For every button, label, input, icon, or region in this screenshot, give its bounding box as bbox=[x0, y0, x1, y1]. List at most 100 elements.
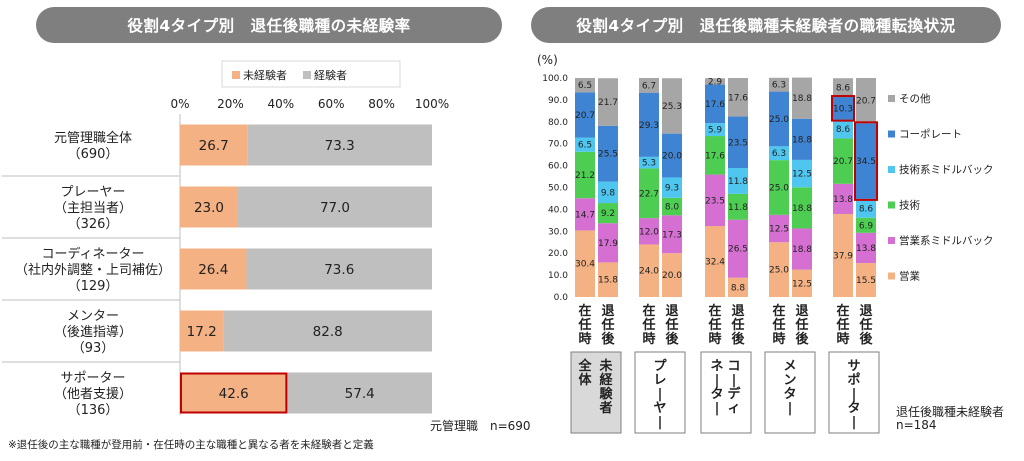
category-label: （他者支援） bbox=[54, 387, 132, 402]
group-label-4: サ bbox=[847, 359, 860, 374]
x-tick-label: 40% bbox=[267, 97, 294, 111]
y-tick-label: 90.0 bbox=[548, 96, 568, 106]
bar-value-label: 57.4 bbox=[345, 386, 375, 402]
column-コーポレート-0-0 bbox=[575, 92, 595, 138]
column-highlight-box bbox=[854, 121, 878, 201]
bar-経験者-2 bbox=[246, 248, 432, 290]
group-label-1: | bbox=[658, 415, 663, 430]
right-sample-note-line1: 退任後職種未経験者 bbox=[896, 405, 1005, 419]
left-chart-title: 役割4タイプ別 退任後職種の未経験率 bbox=[36, 7, 502, 43]
column-技術-2-1 bbox=[728, 193, 748, 220]
column-コーポレート-1-0 bbox=[639, 92, 659, 157]
y-tick-label: 20.0 bbox=[548, 249, 568, 259]
group-label-2: | bbox=[715, 373, 720, 388]
group-box-0 bbox=[570, 351, 622, 434]
bar-value-label: 26.4 bbox=[198, 262, 228, 278]
column-value-label: 20.7 bbox=[856, 97, 876, 107]
bar-label-1: 退 bbox=[859, 304, 872, 319]
bar-value-label: 23.0 bbox=[194, 200, 224, 216]
group-sublabel-0: 者 bbox=[598, 400, 612, 416]
bar-label-0: 任 bbox=[641, 317, 655, 333]
group-label-2: デ bbox=[727, 386, 741, 402]
column-技術-1-0 bbox=[639, 168, 659, 219]
x-tick-label: 20% bbox=[217, 97, 244, 111]
column-営業系ミドルバック-3-1 bbox=[792, 228, 812, 270]
bar-経験者-1 bbox=[237, 186, 432, 228]
column-コーポレート-2-0 bbox=[705, 84, 725, 124]
x-tick-label: 0% bbox=[170, 97, 189, 111]
column-その他-4-0 bbox=[833, 78, 853, 98]
column-value-label: 20.7 bbox=[575, 111, 595, 121]
group-label-3: メ bbox=[783, 359, 796, 374]
bar-label-0: 在 bbox=[708, 303, 721, 319]
column-営業-2-1 bbox=[728, 277, 748, 297]
column-コーポレート-2-1 bbox=[728, 116, 748, 169]
column-その他-3-0 bbox=[769, 77, 789, 92]
category-label: （93） bbox=[72, 341, 115, 356]
category-label: メンター bbox=[67, 309, 119, 324]
legend-swatch-0 bbox=[232, 71, 240, 79]
column-技術系ミドルバック-0-1 bbox=[598, 181, 618, 204]
column-value-label: 17.6 bbox=[705, 100, 725, 110]
legend-swatch bbox=[888, 130, 895, 138]
legend-swatch bbox=[888, 272, 895, 280]
group-label-2: コ bbox=[727, 359, 740, 374]
y-tick-label: 70.0 bbox=[548, 140, 568, 150]
bar-value-label: 77.0 bbox=[320, 200, 350, 216]
column-value-label: 8.6 bbox=[859, 204, 874, 214]
y-axis-unit-label: (%) bbox=[537, 53, 558, 67]
y-tick-label: 30.0 bbox=[548, 227, 568, 237]
left-stacked-bar-chart: 未経験者 経験者 0% 20% 40% 60% 80% 100% 元管理職全体（690） 26.7… bbox=[2, 60, 449, 418]
column-value-label: 32.4 bbox=[705, 258, 725, 268]
column-value-label: 20.7 bbox=[833, 157, 853, 167]
left-footnote: ※退任後の主な職種が登用前・在任時の主な職種と異なる者を未経験者と定義 bbox=[8, 439, 374, 451]
column-value-label: 17.6 bbox=[728, 93, 748, 103]
column-value-label: 30.4 bbox=[575, 260, 595, 270]
legend-swatch bbox=[888, 201, 895, 209]
category-label: プレーヤー bbox=[60, 185, 125, 200]
x-tick-label: 80% bbox=[368, 97, 395, 111]
column-value-label: 20.0 bbox=[662, 271, 682, 281]
group-label-1: レ bbox=[653, 373, 666, 388]
bar-value-label: 17.2 bbox=[187, 324, 217, 340]
group-box-3 bbox=[764, 351, 816, 434]
y-tick-label: 80.0 bbox=[548, 118, 568, 128]
column-営業-3-0 bbox=[769, 242, 789, 297]
column-営業-0-0 bbox=[575, 230, 595, 297]
y-tick-label: 60.0 bbox=[548, 162, 568, 172]
bar-value-label: 42.6 bbox=[219, 386, 249, 402]
column-営業系ミドルバック-4-0 bbox=[833, 183, 853, 214]
group-sublabel-0: 経 bbox=[599, 372, 613, 388]
column-value-label: 12.5 bbox=[769, 225, 789, 235]
column-value-label: 12.0 bbox=[639, 227, 659, 237]
column-技術-0-0 bbox=[575, 151, 595, 199]
column-営業-3-1 bbox=[792, 269, 812, 297]
legend-label: 技術系ミドルバック bbox=[899, 163, 994, 176]
column-value-label: 21.2 bbox=[575, 171, 595, 181]
bar-label-0: 任 bbox=[577, 317, 591, 333]
column-value-label: 6.5 bbox=[578, 141, 592, 151]
column-技術系ミドルバック-2-0 bbox=[705, 123, 725, 137]
category-label: コーディネーター bbox=[41, 246, 144, 262]
bar-label-0: 在 bbox=[772, 303, 785, 319]
column-value-label: 2.9 bbox=[708, 77, 723, 87]
bar-label-0: 任 bbox=[707, 317, 721, 333]
column-営業-4-1 bbox=[856, 263, 876, 297]
category-label: （主担当者） bbox=[54, 201, 132, 216]
column-コーポレート-4-1 bbox=[856, 123, 876, 199]
bar-未経験者-1 bbox=[180, 186, 238, 228]
column-技術-1-1 bbox=[662, 197, 682, 216]
column-value-label: 5.3 bbox=[642, 159, 656, 169]
legend-label-0: 未経験者 bbox=[243, 68, 287, 82]
column-value-label: 17.6 bbox=[705, 151, 725, 161]
column-技術系ミドルバック-4-0 bbox=[833, 119, 853, 139]
category-label: （136） bbox=[68, 403, 119, 418]
group-label-0: 全 bbox=[577, 358, 592, 374]
column-value-label: 13.8 bbox=[856, 244, 876, 254]
bar-label-1: 任 bbox=[858, 317, 872, 333]
column-営業系ミドルバック-0-1 bbox=[598, 223, 618, 263]
column-営業系ミドルバック-2-1 bbox=[728, 219, 748, 278]
bar-label-1: 任 bbox=[794, 317, 808, 333]
bar-label-0: 時 bbox=[836, 331, 849, 347]
column-value-label: 11.8 bbox=[728, 177, 748, 187]
